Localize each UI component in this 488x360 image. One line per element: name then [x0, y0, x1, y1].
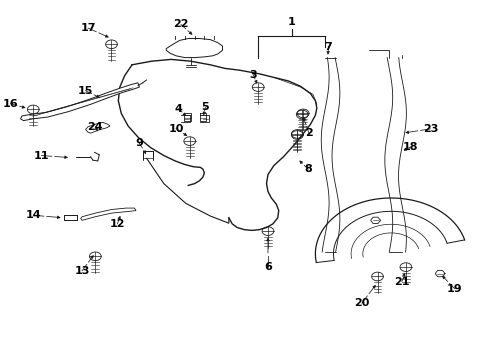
Text: 18: 18	[402, 142, 418, 152]
Polygon shape	[166, 39, 222, 58]
Text: 24: 24	[87, 122, 103, 132]
Text: 8: 8	[304, 164, 311, 174]
Polygon shape	[85, 122, 110, 133]
Text: 1: 1	[287, 17, 295, 27]
Text: 11: 11	[34, 150, 49, 161]
Text: 14: 14	[25, 210, 41, 220]
Text: 10: 10	[168, 123, 183, 134]
Text: 13: 13	[74, 266, 90, 276]
Text: 3: 3	[249, 70, 257, 80]
Text: 21: 21	[393, 276, 409, 287]
Text: 4: 4	[174, 104, 182, 114]
Text: 2: 2	[305, 128, 312, 138]
Text: 23: 23	[422, 124, 437, 134]
Text: 20: 20	[353, 298, 369, 308]
Text: 16: 16	[3, 99, 19, 109]
Text: 12: 12	[109, 219, 125, 229]
Text: 9: 9	[135, 138, 143, 148]
Text: 22: 22	[173, 19, 188, 30]
Text: 7: 7	[324, 42, 332, 52]
Text: 5: 5	[201, 102, 209, 112]
Text: 17: 17	[80, 23, 96, 33]
Text: 15: 15	[78, 86, 93, 96]
Polygon shape	[81, 208, 136, 220]
Text: 19: 19	[446, 284, 462, 294]
Text: 6: 6	[264, 262, 271, 272]
Polygon shape	[20, 83, 139, 121]
